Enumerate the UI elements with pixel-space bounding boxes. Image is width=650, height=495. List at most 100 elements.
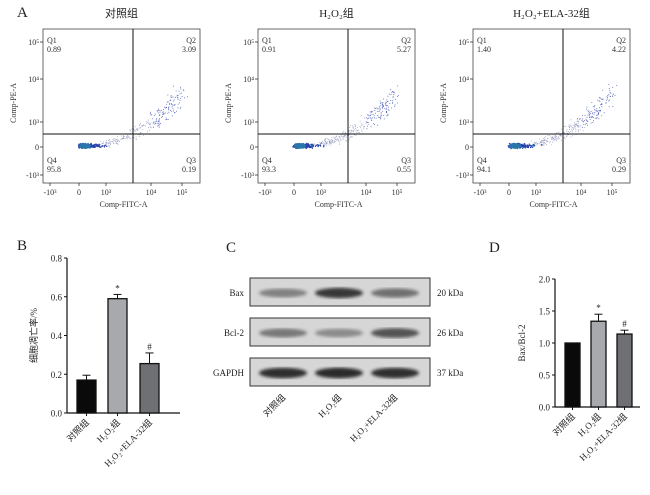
event-dot <box>342 136 344 138</box>
event-dot <box>94 143 97 146</box>
panel-label-a: A <box>17 5 28 21</box>
event-dot <box>355 129 357 131</box>
bar <box>564 342 581 408</box>
event-dot <box>306 145 308 148</box>
event-dot <box>554 139 556 141</box>
event-dot <box>94 146 96 148</box>
event-dot <box>116 142 118 144</box>
event-dot <box>354 124 356 126</box>
event-dot <box>134 130 136 132</box>
event-dot <box>348 138 350 140</box>
event-dot <box>127 136 129 138</box>
event-dot <box>535 141 537 143</box>
event-dot <box>359 127 361 129</box>
event-dot <box>574 127 576 129</box>
event-dot <box>122 138 124 140</box>
event-dot <box>158 109 160 111</box>
quadrant-label-q2: Q2 <box>401 36 411 45</box>
event-dot <box>144 125 146 127</box>
event-dot <box>138 124 140 126</box>
event-dot <box>572 124 574 126</box>
event-dot <box>542 140 544 142</box>
event-dot <box>554 138 556 140</box>
event-dot <box>556 132 558 134</box>
event-dot <box>159 115 161 117</box>
event-dot <box>115 141 117 143</box>
event-dot <box>134 126 136 128</box>
flow-plot-title: 对照组 <box>105 6 138 20</box>
event-dot <box>565 125 567 127</box>
event-dot <box>353 131 355 133</box>
protein-label: Bax <box>230 288 245 298</box>
event-dot <box>324 139 326 141</box>
event-dot <box>533 145 535 147</box>
event-dot <box>381 115 383 117</box>
event-dot <box>393 105 395 107</box>
event-dot <box>359 125 361 127</box>
event-dot <box>345 136 347 138</box>
event-dot <box>523 145 525 148</box>
event-dot <box>608 106 610 108</box>
event-dot <box>319 144 321 146</box>
event-dot <box>371 117 373 119</box>
event-dot <box>563 132 565 134</box>
quadrant-value-q2: 5.27 <box>397 45 411 54</box>
event-dot <box>113 139 115 141</box>
y-tick-label: 10⁴ <box>458 75 469 84</box>
event-dot <box>563 136 565 138</box>
event-dot <box>382 107 384 109</box>
event-dot <box>367 122 369 124</box>
event-dot <box>589 118 591 120</box>
event-dot <box>396 102 398 104</box>
event-dot <box>141 125 143 127</box>
event-dot <box>180 88 182 90</box>
event-dot <box>315 144 318 147</box>
event-dot <box>311 147 314 149</box>
event-dot <box>606 98 608 100</box>
event-dot <box>596 111 598 113</box>
event-dot <box>333 136 335 138</box>
event-dot <box>566 129 568 131</box>
quadrant-label-q1: Q1 <box>262 36 272 45</box>
event-dot <box>601 106 603 108</box>
protein-band <box>315 328 363 338</box>
quadrant-value-q2: 4.22 <box>612 45 626 54</box>
event-dot <box>394 98 396 100</box>
event-dot <box>592 106 594 108</box>
event-dot <box>588 112 590 114</box>
event-dot <box>105 145 108 147</box>
event-dot <box>361 131 363 133</box>
event-dot <box>170 104 172 106</box>
event-dot <box>597 99 599 101</box>
event-dot <box>386 105 388 107</box>
event-dot <box>602 98 604 100</box>
event-dot <box>167 112 169 114</box>
y-tick-label: 10³ <box>459 118 470 127</box>
event-dot <box>335 140 337 142</box>
event-dot <box>596 114 598 116</box>
y-tick-label: 10⁵ <box>28 38 39 47</box>
significance-mark: * <box>115 283 120 293</box>
event-dot <box>165 119 167 121</box>
event-dot <box>536 143 538 145</box>
event-dot <box>323 143 325 145</box>
x-tick-label: 10⁵ <box>392 188 403 197</box>
event-dot <box>139 127 141 129</box>
quadrant-label-q4: Q4 <box>477 156 487 165</box>
event-dot <box>593 106 595 108</box>
event-dot <box>135 128 137 130</box>
event-dot <box>346 140 348 142</box>
y-tick-label: -10³ <box>456 171 470 180</box>
significance-mark: # <box>147 342 152 352</box>
x-tick-label: 对照组 <box>64 417 91 444</box>
event-dot <box>169 102 171 104</box>
event-dot <box>111 141 113 143</box>
event-dot <box>324 141 326 143</box>
event-dot <box>346 134 348 136</box>
y-tick-label: 0.2 <box>51 370 62 380</box>
event-dot <box>391 102 393 104</box>
event-dot <box>325 144 327 146</box>
event-dot <box>369 115 371 117</box>
event-dot <box>365 117 367 119</box>
